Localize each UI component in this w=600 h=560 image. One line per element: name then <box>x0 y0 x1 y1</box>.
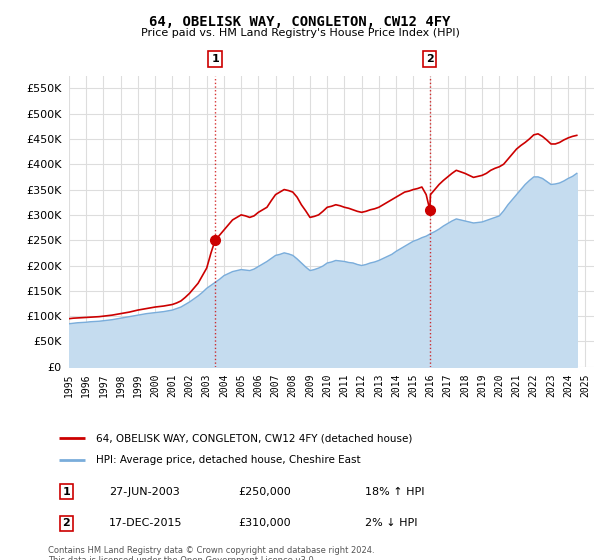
Text: 27-JUN-2003: 27-JUN-2003 <box>109 487 179 497</box>
Text: 1: 1 <box>62 487 70 497</box>
Text: 17-DEC-2015: 17-DEC-2015 <box>109 519 182 529</box>
Text: £250,000: £250,000 <box>238 487 291 497</box>
Text: 2: 2 <box>62 519 70 529</box>
Text: 2: 2 <box>426 54 434 64</box>
Text: Contains HM Land Registry data © Crown copyright and database right 2024.
This d: Contains HM Land Registry data © Crown c… <box>48 546 374 560</box>
Text: 64, OBELISK WAY, CONGLETON, CW12 4FY (detached house): 64, OBELISK WAY, CONGLETON, CW12 4FY (de… <box>95 433 412 444</box>
Text: HPI: Average price, detached house, Cheshire East: HPI: Average price, detached house, Ches… <box>95 455 360 465</box>
Text: 64, OBELISK WAY, CONGLETON, CW12 4FY: 64, OBELISK WAY, CONGLETON, CW12 4FY <box>149 15 451 29</box>
Text: 1: 1 <box>211 54 219 64</box>
Text: £310,000: £310,000 <box>238 519 291 529</box>
Text: Price paid vs. HM Land Registry's House Price Index (HPI): Price paid vs. HM Land Registry's House … <box>140 28 460 38</box>
Text: 18% ↑ HPI: 18% ↑ HPI <box>365 487 424 497</box>
Text: 2% ↓ HPI: 2% ↓ HPI <box>365 519 418 529</box>
